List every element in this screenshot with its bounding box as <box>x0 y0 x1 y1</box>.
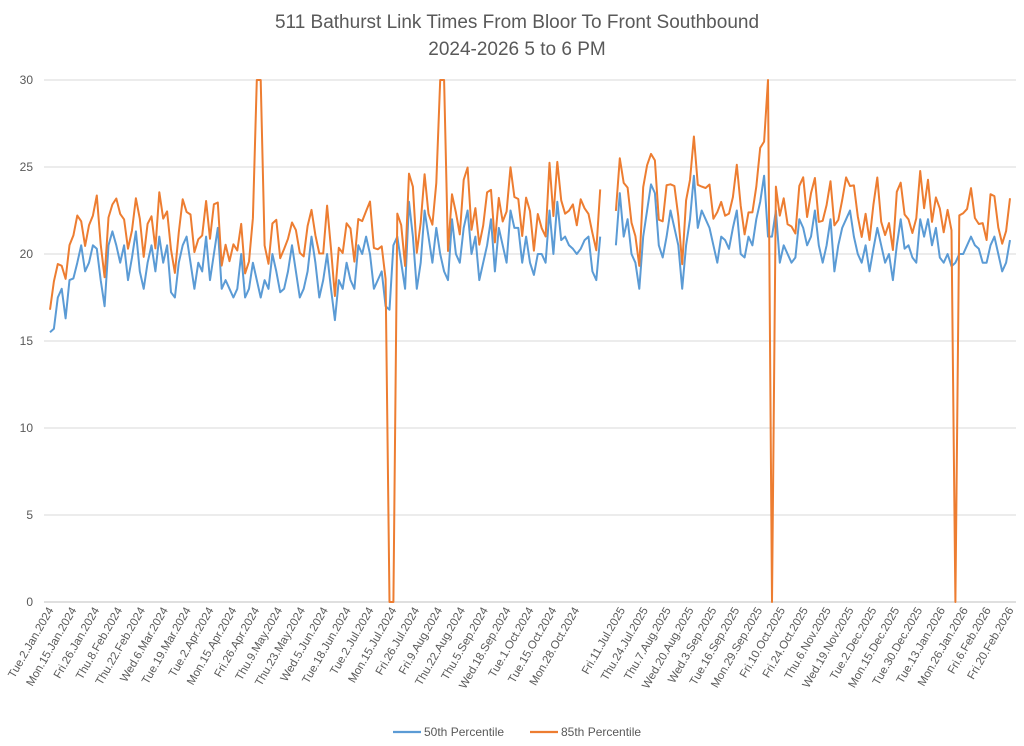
y-tick-label: 15 <box>20 334 34 348</box>
series-85th-percentile-line-segment-1 <box>614 79 1011 603</box>
y-tick-label: 5 <box>26 508 33 522</box>
series-50th-percentile-line-segment-1 <box>614 174 1011 290</box>
legend: 50th Percentile 85th Percentile <box>393 725 641 739</box>
series-lines <box>49 79 1011 603</box>
y-tick-label: 25 <box>20 160 34 174</box>
y-tick-label: 0 <box>26 595 33 609</box>
chart-subtitle: 2024-2026 5 to 6 PM <box>428 39 605 60</box>
y-tick-label: 10 <box>20 421 34 435</box>
y-tick-label: 30 <box>20 73 34 87</box>
y-axis-ticks: 0 5 10 15 20 25 30 <box>20 73 34 609</box>
legend-label-85th: 85th Percentile <box>561 725 641 739</box>
legend-label-50th: 50th Percentile <box>424 725 504 739</box>
gridlines <box>44 79 1016 603</box>
series-50th-percentile-line-segment-0 <box>49 200 602 334</box>
y-tick-label: 20 <box>20 247 34 261</box>
chart-title: 511 Bathurst Link Times From Bloor To Fr… <box>275 12 759 33</box>
series-85th-percentile-line-segment-0 <box>49 79 602 603</box>
